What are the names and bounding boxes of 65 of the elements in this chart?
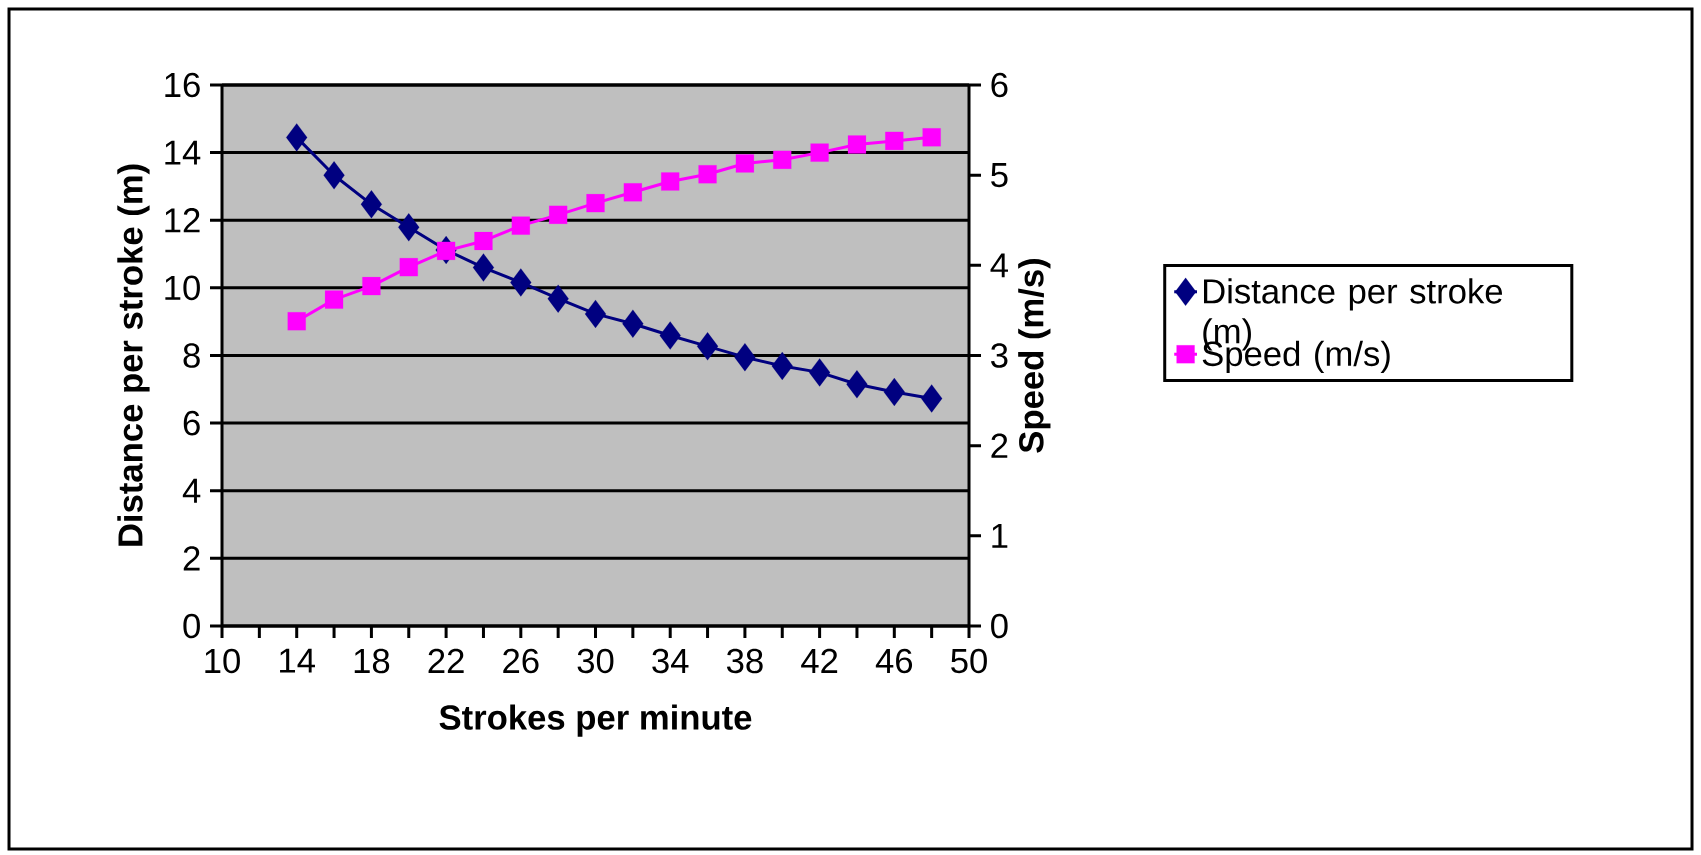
point <box>734 343 756 372</box>
x-tick-label: 34 <box>652 648 689 674</box>
x-tick-label: 26 <box>503 648 539 674</box>
x-tick-label: 30 <box>577 648 614 674</box>
point <box>584 299 607 328</box>
y-tick-label: 6 <box>183 410 200 436</box>
y2-tick-label: 2 <box>991 433 1008 458</box>
y-axis-title: Distance per stroke (m) <box>117 164 150 546</box>
point <box>921 384 943 413</box>
point <box>286 123 308 152</box>
x-tick-label: 42 <box>801 648 838 673</box>
y-tick-label: 8 <box>183 343 200 368</box>
point <box>847 135 867 154</box>
y-tick-label: 2 <box>183 546 200 571</box>
x-tick-label: 10 <box>205 648 240 674</box>
point <box>586 194 605 213</box>
point <box>771 351 793 381</box>
point <box>472 253 495 282</box>
point <box>511 216 530 235</box>
point <box>287 312 306 331</box>
y-tick-label: 12 <box>165 208 200 233</box>
point <box>883 377 905 407</box>
point <box>698 165 717 184</box>
y2-tick-label: 5 <box>991 163 1008 188</box>
point <box>360 190 382 219</box>
y-tick-label: 16 <box>165 72 200 98</box>
x-tick-label: 38 <box>726 648 763 674</box>
point <box>398 213 420 242</box>
point <box>810 143 829 162</box>
point <box>661 172 680 191</box>
point <box>885 131 904 150</box>
x-tick-label: 50 <box>951 648 987 674</box>
y-tick-label: 0 <box>183 613 200 639</box>
point <box>622 309 644 338</box>
y2-tick-label: 4 <box>990 253 1008 278</box>
x-tick-label: 46 <box>875 648 913 674</box>
point <box>437 241 456 260</box>
point <box>809 358 831 387</box>
x-tick-label: 18 <box>354 648 390 674</box>
point <box>623 183 642 202</box>
point <box>659 321 681 350</box>
y-tick-label: 10 <box>165 275 200 301</box>
point <box>735 154 754 173</box>
y-tick-label: 4 <box>182 478 201 503</box>
y2-axis-title: Speed (m/s) <box>1018 259 1051 453</box>
point <box>547 284 569 313</box>
x-tick-label: 22 <box>428 648 464 673</box>
point <box>696 332 719 361</box>
y2-tick-label: 1 <box>992 523 1008 548</box>
point <box>510 268 532 297</box>
point <box>362 276 381 296</box>
y2-tick-label: 3 <box>991 343 1008 368</box>
point <box>846 370 868 399</box>
y2-tick-label: 6 <box>991 72 1008 98</box>
y2-tick-label: 0 <box>991 613 1008 639</box>
y-tick-label: 14 <box>165 140 201 165</box>
point <box>773 150 792 169</box>
point <box>324 290 344 309</box>
x-axis-title: Strokes per minute <box>439 704 752 737</box>
point <box>549 205 568 224</box>
x-tick-label: 14 <box>280 648 315 673</box>
point <box>922 128 941 147</box>
point <box>474 231 493 251</box>
point <box>399 258 418 277</box>
point <box>323 161 345 190</box>
